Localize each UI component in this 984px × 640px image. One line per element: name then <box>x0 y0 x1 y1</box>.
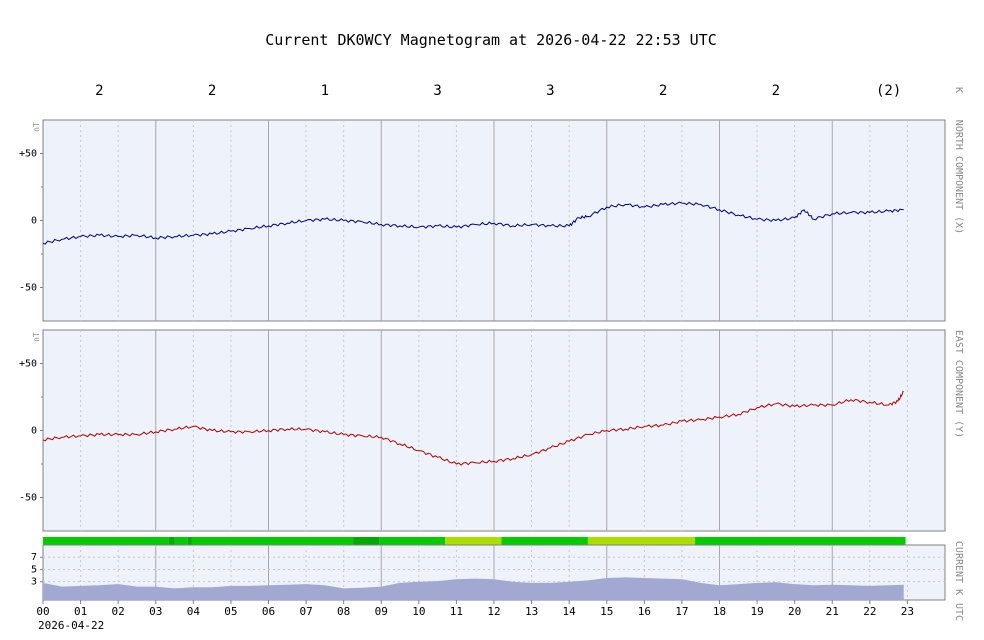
east-side-label: EAST COMPONENT (Y) <box>953 330 964 438</box>
k-strip-segment <box>695 537 906 545</box>
utc-label: UTC <box>953 603 964 621</box>
north-side-label: NORTH COMPONENT (X) <box>953 120 964 234</box>
k-strip-segment <box>501 537 588 545</box>
x-tick-label: 02 <box>112 605 125 618</box>
y-tick-label: -50 <box>19 283 37 294</box>
y-tick-label: 3 <box>31 577 37 588</box>
x-tick-label: 17 <box>675 605 688 618</box>
y-tick-label: +50 <box>19 359 37 370</box>
k-strip-segment <box>587 537 696 545</box>
k-strip-segment <box>187 537 192 545</box>
x-tick-label: 12 <box>487 605 500 618</box>
x-tick-label: 10 <box>412 605 425 618</box>
x-tick-label: 11 <box>450 605 463 618</box>
k-strip-segment <box>43 537 169 545</box>
k-strip-segment <box>168 537 175 545</box>
k-index-value: 2 <box>772 83 780 99</box>
x-tick-label: 00 <box>36 605 49 618</box>
k-strip-segment <box>445 537 502 545</box>
y-tick-label: 7 <box>31 552 37 563</box>
north-unit-label: nT <box>32 122 41 132</box>
x-tick-label: 18 <box>713 605 726 618</box>
x-axis: 00 01 02 03 04 05 06 07 08 09 10 11 12 13 14 15 16 17 18 19… <box>36 600 914 618</box>
k-index-value: 2 <box>659 83 667 99</box>
y-tick-label: 5 <box>31 564 37 575</box>
k-color-strip <box>43 537 906 545</box>
x-tick-label: 20 <box>788 605 801 618</box>
k-index-value: 2 <box>95 83 103 99</box>
k-index-value: (2) <box>876 83 901 99</box>
k-index-value: 2 <box>208 83 216 99</box>
current-k-area <box>43 577 904 600</box>
x-tick-label: 03 <box>149 605 162 618</box>
x-tick-label: 08 <box>337 605 350 618</box>
k-strip-segment <box>353 537 380 545</box>
current-k-side-label: CURRENT K <box>953 541 964 595</box>
x-tick-label: 04 <box>187 605 201 618</box>
k-index-value: 3 <box>433 83 441 99</box>
x-tick-label: 15 <box>600 605 613 618</box>
date-label: 2026-04-22 <box>38 619 104 632</box>
x-tick-label: 06 <box>262 605 275 618</box>
x-tick-label: 19 <box>750 605 763 618</box>
x-tick-label: 14 <box>563 605 577 618</box>
north-component-line <box>42 201 904 245</box>
east-component-line <box>42 390 904 466</box>
north-grid <box>80 120 908 321</box>
x-tick-label: 13 <box>525 605 538 618</box>
k-index-header: 2 2 1 3 3 2 2 (2) <box>95 83 901 99</box>
k-strip-segment <box>379 537 446 545</box>
north-y-ticks: +50 0 -50 <box>19 149 43 294</box>
x-tick-label: 05 <box>224 605 237 618</box>
current-k-y-ticks: 75 3 <box>31 552 43 588</box>
y-tick-label: 0 <box>31 426 37 437</box>
x-tick-label: 16 <box>638 605 651 618</box>
y-tick-label: -50 <box>19 493 37 504</box>
chart-title: Current DK0WCY Magnetogram at 2026-04-22… <box>265 31 717 49</box>
x-tick-label: 01 <box>74 605 87 618</box>
y-tick-label: +50 <box>19 149 37 160</box>
x-tick-label: 23 <box>901 605 914 618</box>
east-y-ticks: +50 0 -50 <box>19 359 43 504</box>
x-tick-label: 09 <box>375 605 388 618</box>
k-index-value: 3 <box>546 83 554 99</box>
x-tick-label: 21 <box>826 605 839 618</box>
x-tick-label: 22 <box>863 605 876 618</box>
k-strip-segment <box>174 537 188 545</box>
east-unit-label: nT <box>32 332 41 342</box>
k-index-value: 1 <box>321 83 329 99</box>
y-tick-label: 0 <box>31 216 37 227</box>
x-tick-label: 07 <box>299 605 312 618</box>
k-strip-segment <box>191 537 354 545</box>
k-header-label: K <box>953 87 964 93</box>
